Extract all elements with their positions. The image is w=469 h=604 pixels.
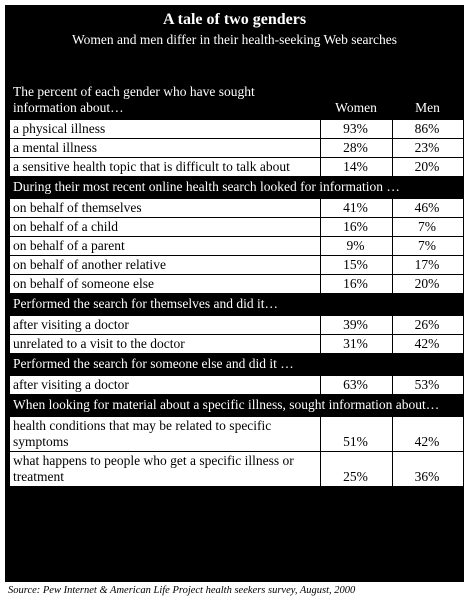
- row-label: on behalf of themselves: [10, 198, 321, 218]
- women-value: 51%: [320, 416, 393, 452]
- women-value: 28%: [320, 138, 393, 158]
- women-value: 9%: [320, 236, 393, 256]
- women-value: 93%: [320, 119, 393, 139]
- table-row: after visiting a doctor 63% 53%: [10, 375, 464, 395]
- men-value: 42%: [392, 416, 464, 452]
- men-value: 36%: [392, 451, 464, 487]
- table-row: on behalf of a parent 9% 7%: [10, 236, 464, 256]
- row-label: after visiting a doctor: [10, 315, 321, 335]
- table-row: after visiting a doctor 39% 26%: [10, 315, 464, 335]
- men-value: 53%: [392, 375, 464, 395]
- section-header-row: When looking for material about a specif…: [10, 394, 463, 417]
- table-body: The percent of each gender who have soug…: [10, 76, 464, 487]
- data-table: The percent of each gender who have soug…: [10, 76, 464, 487]
- men-value: 20%: [392, 157, 464, 177]
- men-value: 7%: [392, 236, 464, 256]
- men-value: 23%: [392, 138, 464, 158]
- table-row: on behalf of a child 16% 7%: [10, 217, 464, 237]
- men-value: 17%: [392, 255, 464, 275]
- table-subtitle: Women and men differ in their health-see…: [72, 32, 397, 47]
- men-value: 46%: [392, 198, 464, 218]
- row-label: on behalf of another relative: [10, 255, 321, 275]
- table-row: on behalf of themselves 41% 46%: [10, 198, 464, 218]
- row-label: on behalf of a parent: [10, 236, 321, 256]
- men-value: 7%: [392, 217, 464, 237]
- women-value: 16%: [320, 217, 393, 237]
- column-header-men: Men: [392, 76, 463, 120]
- table-row: a sensitive health topic that is difficu…: [10, 157, 464, 177]
- section-heading: The percent of each gender who have soug…: [10, 76, 320, 120]
- women-value: 14%: [320, 157, 393, 177]
- men-value: 86%: [392, 119, 464, 139]
- row-label: a mental illness: [10, 138, 321, 158]
- section-heading: Performed the search for someone else an…: [10, 353, 463, 376]
- men-value: 26%: [392, 315, 464, 335]
- row-label: on behalf of someone else: [10, 274, 321, 294]
- women-value: 16%: [320, 274, 393, 294]
- table-frame: A tale of two genders Women and men diff…: [5, 5, 464, 582]
- table-row: health conditions that may be related to…: [10, 416, 464, 452]
- women-value: 31%: [320, 334, 393, 354]
- table-row: unrelated to a visit to the doctor 31% 42%: [10, 334, 464, 354]
- table-row: a physical illness 93% 86%: [10, 119, 464, 139]
- section-header-row: Performed the search for themselves and …: [10, 293, 463, 316]
- women-value: 15%: [320, 255, 393, 275]
- table-row: on behalf of someone else 16% 20%: [10, 274, 464, 294]
- section-header-row: Performed the search for someone else an…: [10, 353, 463, 376]
- row-label: a physical illness: [10, 119, 321, 139]
- table-row: what happens to people who get a specifi…: [10, 451, 464, 487]
- men-value: 20%: [392, 274, 464, 294]
- section-header-row: The percent of each gender who have soug…: [10, 76, 463, 120]
- row-label: on behalf of a child: [10, 217, 321, 237]
- table-row: a mental illness 28% 23%: [10, 138, 464, 158]
- section-heading: When looking for material about a specif…: [10, 394, 463, 417]
- women-value: 41%: [320, 198, 393, 218]
- table-row: on behalf of another relative 15% 17%: [10, 255, 464, 275]
- column-header-women: Women: [320, 76, 392, 120]
- women-value: 25%: [320, 451, 393, 487]
- row-label: a sensitive health topic that is difficu…: [10, 157, 321, 177]
- row-label: health conditions that may be related to…: [10, 416, 321, 452]
- men-value: 42%: [392, 334, 464, 354]
- table-title: A tale of two genders: [162, 11, 307, 28]
- women-value: 63%: [320, 375, 393, 395]
- row-label: unrelated to a visit to the doctor: [10, 334, 321, 354]
- section-heading: During their most recent online health s…: [10, 176, 463, 199]
- row-label: what happens to people who get a specifi…: [10, 451, 321, 487]
- section-header-row: During their most recent online health s…: [10, 176, 463, 199]
- row-label: after visiting a doctor: [10, 375, 321, 395]
- section-heading: Performed the search for themselves and …: [10, 293, 463, 316]
- women-value: 39%: [320, 315, 393, 335]
- source-note: Source: Pew Internet & American Life Pro…: [8, 585, 356, 596]
